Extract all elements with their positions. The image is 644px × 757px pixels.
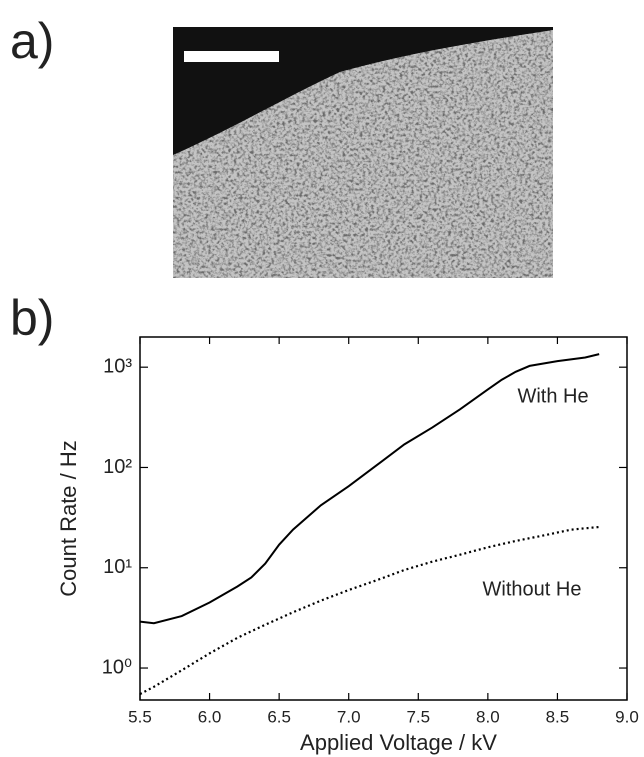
y-tick-label: 10²	[103, 456, 132, 478]
x-tick-label: 5.5	[128, 707, 152, 726]
panel-label: b)	[10, 290, 54, 346]
y-tick-label: 10¹	[103, 556, 132, 578]
x-tick-label: 6.0	[198, 707, 222, 726]
series-label: Without He	[483, 578, 582, 600]
plot-frame	[139, 336, 628, 701]
series-line	[139, 525, 600, 696]
panel-label: a)	[10, 13, 54, 69]
x-tick-label: 8.0	[476, 707, 500, 726]
series-line	[139, 353, 600, 625]
scale-bar	[184, 51, 279, 62]
x-tick-label: 9.0	[615, 707, 639, 726]
x-tick-label: 6.5	[267, 707, 291, 726]
sem-image	[173, 27, 553, 278]
y-tick-label: 10⁰	[102, 656, 132, 678]
series-label: With He	[517, 385, 588, 407]
y-axis-label: Count Rate / Hz	[56, 440, 81, 597]
x-tick-label: 8.5	[546, 707, 570, 726]
x-tick-label: 7.0	[337, 707, 361, 726]
y-tick-label: 10³	[103, 355, 132, 377]
x-tick-label: 7.5	[406, 707, 430, 726]
x-axis-label: Applied Voltage / kV	[300, 730, 497, 755]
